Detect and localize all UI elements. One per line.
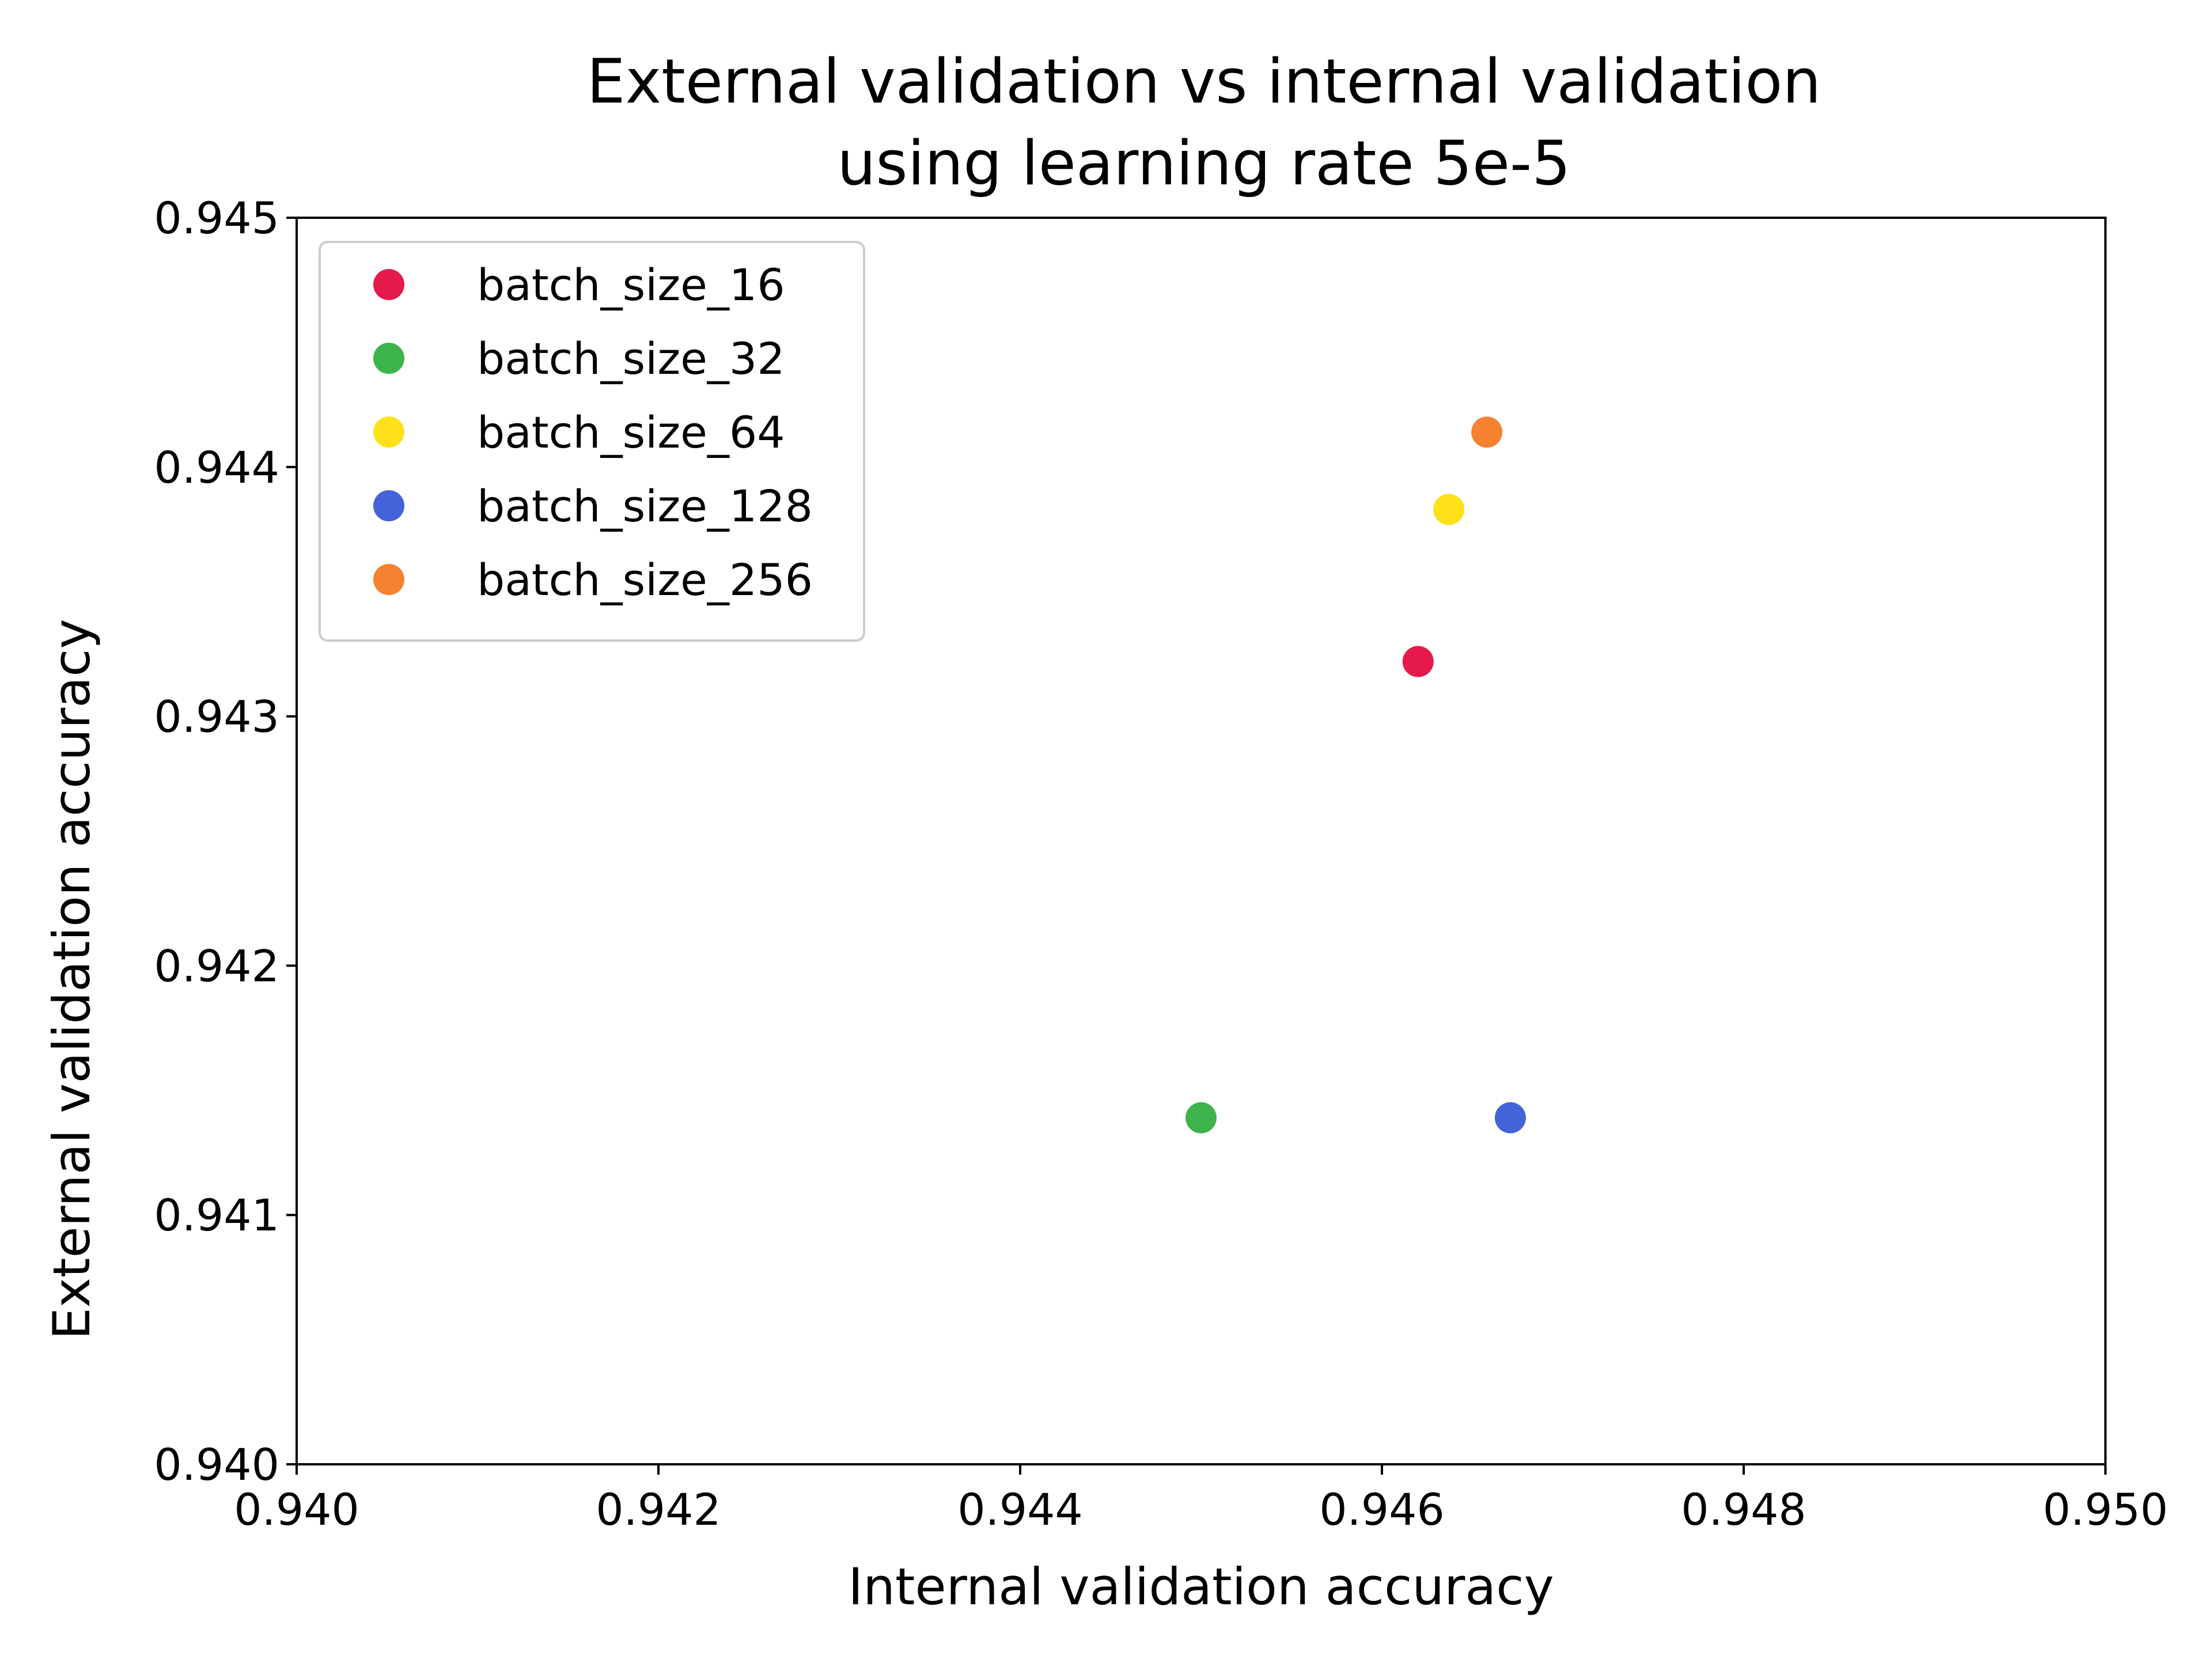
- legend: batch_size_16 batch_size_32 batch_size_64b…: [319, 241, 865, 642]
- y-tick-label: 0.945: [154, 192, 279, 244]
- chart-title: External validation vs internal validati…: [587, 46, 1821, 199]
- y-tick-label: 0.940: [154, 1439, 279, 1490]
- legend-label-batch_size_32: batch_size_32: [477, 333, 785, 384]
- y-tick-label: 0.944: [154, 442, 279, 493]
- legend-marker-batch_size_256: [373, 564, 404, 595]
- legend-box: [319, 241, 865, 642]
- axes-frame: [296, 217, 2107, 1465]
- chart-title-line-2: using learning rate 5e-5: [837, 128, 1571, 199]
- data-point-batch_size_128: [1494, 1102, 1526, 1134]
- data-point-batch_size_32: [1185, 1102, 1217, 1134]
- x-tick-label: 0.940: [234, 1484, 359, 1535]
- legend-label-batch_size_16: batch_size_16: [477, 259, 785, 310]
- y-axis-label: External validation accuracy: [42, 619, 101, 1339]
- legend-label-batch_size_64: batch_size_64: [477, 407, 785, 458]
- legend-marker-batch_size_128: [373, 490, 404, 521]
- legend-marker-batch_size_32: [373, 343, 404, 374]
- legend-marker-batch_size_16: [373, 269, 404, 300]
- x-tick-label: 0.944: [957, 1484, 1083, 1535]
- x-tick-label: 0.948: [1681, 1484, 1806, 1535]
- data-point-batch_size_64: [1433, 494, 1465, 525]
- data-point-batch_size_256: [1471, 416, 1503, 448]
- x-tick-label: 0.946: [1319, 1484, 1445, 1535]
- x-tick-label: 0.942: [596, 1484, 721, 1535]
- y-tick-label: 0.942: [154, 940, 279, 991]
- legend-marker-batch_size_64: [373, 416, 404, 448]
- legend-label-batch_size_256: batch_size_256: [477, 554, 813, 605]
- y-tick-label: 0.943: [154, 691, 279, 743]
- plot-area: 0.940 0.942 0.944 0.946 0.948 0.950 0.940 0.941…: [154, 192, 2168, 1535]
- chart-title-line-1: External validation vs internal validati…: [587, 46, 1821, 117]
- x-tick-label: 0.950: [2043, 1484, 2168, 1535]
- data-point-batch_size_16: [1402, 646, 1434, 677]
- y-tick-label: 0.941: [154, 1190, 279, 1241]
- legend-label-batch_size_128: batch_size_128: [477, 480, 813, 532]
- x-axis-label: Internal validation accuracy: [848, 1557, 1554, 1616]
